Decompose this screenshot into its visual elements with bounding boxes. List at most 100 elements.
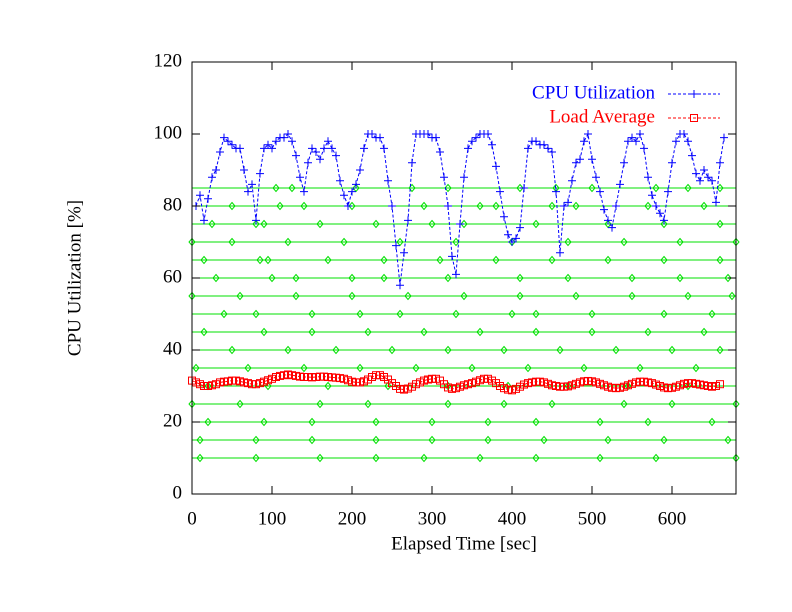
- data-point: [516, 183, 524, 193]
- data-point: [292, 291, 300, 301]
- data-point: [660, 309, 668, 319]
- legend-marker: [690, 114, 698, 122]
- data-point: [684, 137, 692, 146]
- data-point: [452, 309, 460, 319]
- data-point: [260, 219, 268, 229]
- data-point: [372, 219, 380, 229]
- data-point: [692, 169, 700, 178]
- data-point: [300, 363, 308, 373]
- data-point: [548, 255, 556, 265]
- data-point: [672, 137, 680, 146]
- data-point: [724, 435, 732, 445]
- data-point: [336, 176, 344, 185]
- data-point: [428, 435, 436, 445]
- data-point: [628, 291, 636, 301]
- data-point: [464, 144, 472, 153]
- data-point: [284, 345, 292, 355]
- data-point: [272, 137, 280, 146]
- data-point: [396, 309, 404, 319]
- data-point: [272, 183, 280, 193]
- data-point: [424, 130, 432, 138]
- data-point: [332, 345, 340, 355]
- data-point: [576, 155, 584, 164]
- data-point: [560, 202, 568, 210]
- data-point: [660, 435, 668, 445]
- data-point: [200, 216, 208, 225]
- data-point: [532, 327, 540, 337]
- data-point: [512, 234, 520, 243]
- data-point: [204, 417, 212, 427]
- data-point: [380, 273, 388, 283]
- data-point: [432, 133, 440, 142]
- data-point: [420, 327, 428, 337]
- y-tick-label: 20: [163, 410, 182, 431]
- data-point: [380, 255, 388, 265]
- data-point: [392, 241, 400, 250]
- data-point: [484, 435, 492, 445]
- data-point: [676, 273, 684, 283]
- data-point: [604, 216, 612, 225]
- data-point: [372, 453, 380, 463]
- data-point: [312, 148, 320, 156]
- data-point: [504, 230, 512, 239]
- data-point: [240, 166, 248, 174]
- data-point: [344, 202, 352, 210]
- data-point: [684, 291, 692, 301]
- data-point: [444, 399, 452, 409]
- data-point: [376, 133, 384, 142]
- legend-label: Load Average: [549, 106, 655, 127]
- data-point: [636, 130, 644, 138]
- data-point: [208, 173, 216, 182]
- data-point: [252, 219, 260, 229]
- data-point: [592, 173, 600, 182]
- data-point: [444, 345, 452, 355]
- x-tick-label: 600: [658, 508, 687, 529]
- data-point: [472, 133, 480, 142]
- x-tick-label: 300: [418, 508, 447, 529]
- data-point: [596, 187, 604, 196]
- y-tick-label: 80: [163, 194, 182, 215]
- data-point: [280, 133, 288, 142]
- data-point: [708, 176, 716, 185]
- x-axis-label: Elapsed Time [sec]: [391, 533, 537, 554]
- data-point: [524, 363, 532, 373]
- data-point: [680, 130, 688, 138]
- data-point: [700, 201, 708, 211]
- data-point: [588, 309, 596, 319]
- data-point: [544, 144, 552, 153]
- data-point: [384, 381, 392, 391]
- data-point: [252, 216, 260, 225]
- data-point: [588, 155, 596, 164]
- data-point: [712, 198, 720, 207]
- data-point: [400, 248, 408, 257]
- legend-label: CPU Utilization: [532, 82, 655, 103]
- data-point: [460, 173, 468, 182]
- data-point: [620, 158, 628, 167]
- data-point: [436, 255, 444, 265]
- data-point: [564, 273, 572, 283]
- data-point: [468, 137, 476, 146]
- data-point: [316, 453, 324, 463]
- data-point: [300, 187, 308, 196]
- data-point: [252, 453, 260, 463]
- y-tick-label: 40: [163, 338, 182, 359]
- data-point: [532, 453, 540, 463]
- data-point: [460, 291, 468, 301]
- data-point: [664, 187, 672, 196]
- data-point: [608, 223, 616, 232]
- data-point: [492, 255, 500, 265]
- data-point: [632, 137, 640, 146]
- data-point: [380, 144, 388, 153]
- data-point: [420, 201, 428, 211]
- data-point: [408, 183, 416, 193]
- data-point: [532, 309, 540, 319]
- data-point: [268, 144, 276, 153]
- data-point: [284, 237, 292, 247]
- data-point: [700, 327, 708, 337]
- data-point: [440, 173, 448, 182]
- data-point: [580, 137, 588, 146]
- data-point: [616, 180, 624, 189]
- data-point: [300, 201, 308, 211]
- data-point: [532, 137, 540, 146]
